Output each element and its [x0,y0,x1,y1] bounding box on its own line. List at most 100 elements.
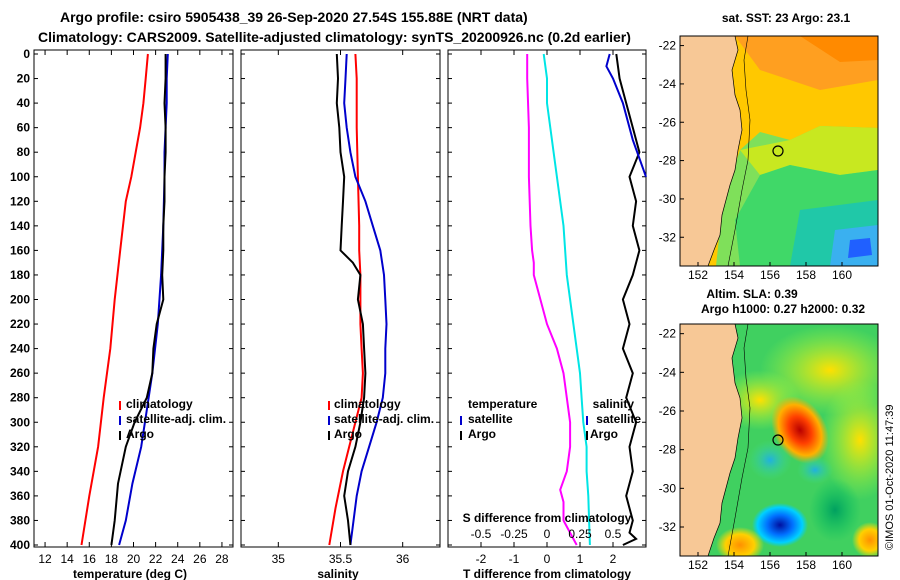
map-y-tick-label: -28 [659,154,677,168]
depth-tick-label: 200 [10,293,30,307]
series-line-satellite-adj-clim- [343,53,388,546]
map-y-tick-label: -28 [659,443,677,457]
series-line-satellite [605,53,647,178]
salinity-x-ticks: 35 35.5 36 [241,50,440,566]
sla-map-subtitle: Argo h1000: 0.27 h2000: 0.32 [701,302,865,316]
legend-label-temp-satellite: satellite [468,412,513,426]
land-australia [680,36,743,266]
map-x-tick-label: 152 [688,268,708,282]
difference-legend: temperature salinity satellite Argo sate… [460,397,641,441]
legend-swatch-satellite [119,416,121,425]
map-y-tick-label: -26 [659,115,677,129]
sla-map-title: Altim. SLA: 0.39 [706,287,798,301]
salinity-legend: climatology satellite-adj. clim. Argo [328,397,434,441]
depth-tick-label: 240 [10,342,30,356]
legend-label-satellite: satellite-adj. clim. [334,412,434,426]
difference-plot-frame [447,49,647,548]
legend-swatch-temp-argo [460,431,462,440]
x-tick-label: 12 [38,552,52,566]
sst-map-panel: sat. SST: 23 Argo: 23.1 152 154 156 158 160 -… [659,11,879,282]
x-tick-label: -2 [476,552,487,566]
s-diff-tick-label: -0.25 [500,527,528,541]
x-tick-label: 22 [149,552,163,566]
x-tick-label: 18 [105,552,119,566]
difference-x-ticks: -2 -1 0 1 2 [448,50,646,566]
map-x-tick-label: 156 [760,558,780,572]
series-line-argo [615,53,641,546]
depth-tick-label: 20 [17,72,31,86]
depth-tick-label: 160 [10,243,30,257]
sla-map-panel: Altim. SLA: 0.39 Argo h1000: 0.27 h2000:… [659,287,879,572]
title-line-1: Argo profile: csiro 5905438_39 26-Sep-20… [60,9,528,25]
depth-tick-label: 140 [10,219,30,233]
legend-label-satellite: satellite-adj. clim. [126,412,226,426]
map-y-tick-label: -24 [659,77,677,91]
x-tick-label: -1 [509,552,520,566]
salinity-profile-panel: 35 35.5 36 salinity climatology satellite-… [240,49,441,580]
map-y-tick-label: -22 [659,327,677,341]
salinity-plot-frame [240,49,441,548]
legend-label-temp-argo: Argo [468,427,496,441]
x-tick-label: 26 [193,552,207,566]
map-x-tick-label: 158 [796,268,816,282]
series-line-argo [335,53,367,546]
map-x-tick-label: 156 [760,268,780,282]
map-y-tick-label: -22 [659,39,677,53]
depth-tick-label: 340 [10,464,30,478]
series-line-climatology [80,53,149,546]
sst-map-frame [679,35,879,267]
argo-float-marker [772,145,784,157]
x-tick-label: 36 [396,552,410,566]
map-x-tick-label: 160 [832,558,852,572]
difference-series [526,53,647,546]
map-x-tick-label: 152 [688,558,708,572]
map-y-tick-label: -32 [659,520,677,534]
depth-tick-label: 320 [10,440,30,454]
depth-tick-label: 40 [17,96,31,110]
x-tick-label: 0 [544,552,551,566]
map-x-tick-label: 154 [724,558,744,572]
depth-tick-label: 220 [10,317,30,331]
depth-axis-labels: 0 20 40 60 80 100 120 140 160 180 200 220 240 260 280 3… [10,47,30,552]
t-difference-xlabel: T difference from climatology [463,567,631,580]
sla-map-frame [679,323,879,557]
land-australia [680,324,743,556]
depth-tick-label: 180 [10,268,30,282]
depth-tick-label: 60 [17,121,31,135]
legend-swatch-sal-satellite [586,416,588,425]
legend-swatch-temp-satellite [460,416,462,425]
sst-map-ticks: 152 154 156 158 160 -22 -24 -26 -28 -30 -32 [659,39,853,282]
title-line-2: Climatology: CARS2009. Satellite-adjuste… [38,29,631,45]
argo-float-marker [772,434,784,446]
temperature-xlabel: temperature (deg C) [73,567,187,580]
map-y-tick-label: -30 [659,192,677,206]
legend-swatch-argo [119,431,121,440]
map-y-tick-label: -32 [659,230,677,244]
depth-tick-label: 300 [10,415,30,429]
depth-tick-label: 0 [23,47,30,61]
x-tick-label: 14 [60,552,74,566]
map-x-tick-label: 154 [724,268,744,282]
legend-label-argo: Argo [126,427,154,441]
temperature-series [80,53,169,546]
s-diff-tick-label: 0.25 [568,527,592,541]
legend-label-argo: Argo [334,427,362,441]
legend-swatch-argo [328,431,330,440]
s-diff-tick-label: 0.5 [605,527,622,541]
s-diff-tick-label: 0 [544,527,551,541]
depth-tick-label: 100 [10,170,30,184]
legend-label-climatology: climatology [334,397,401,411]
sla-map-image [680,324,878,556]
map-y-tick-label: -24 [659,365,677,379]
legend-swatch-satellite [328,416,330,425]
map-y-tick-label: -26 [659,404,677,418]
imos-credit: ©IMOS 01-Oct-2020 11:47:39 [884,405,896,550]
legend-title-salinity: salinity [593,397,635,411]
x-tick-label: 35 [272,552,286,566]
legend-swatch-climatology [119,401,121,410]
x-tick-label: 35.5 [329,552,353,566]
depth-tick-label: 120 [10,194,30,208]
sla-map-ticks: 152 154 156 158 160 -22 -24 -26 -28 -30 -32 [659,327,853,572]
legend-swatch-sal-argo [586,431,588,440]
series-line-argo [110,54,167,546]
